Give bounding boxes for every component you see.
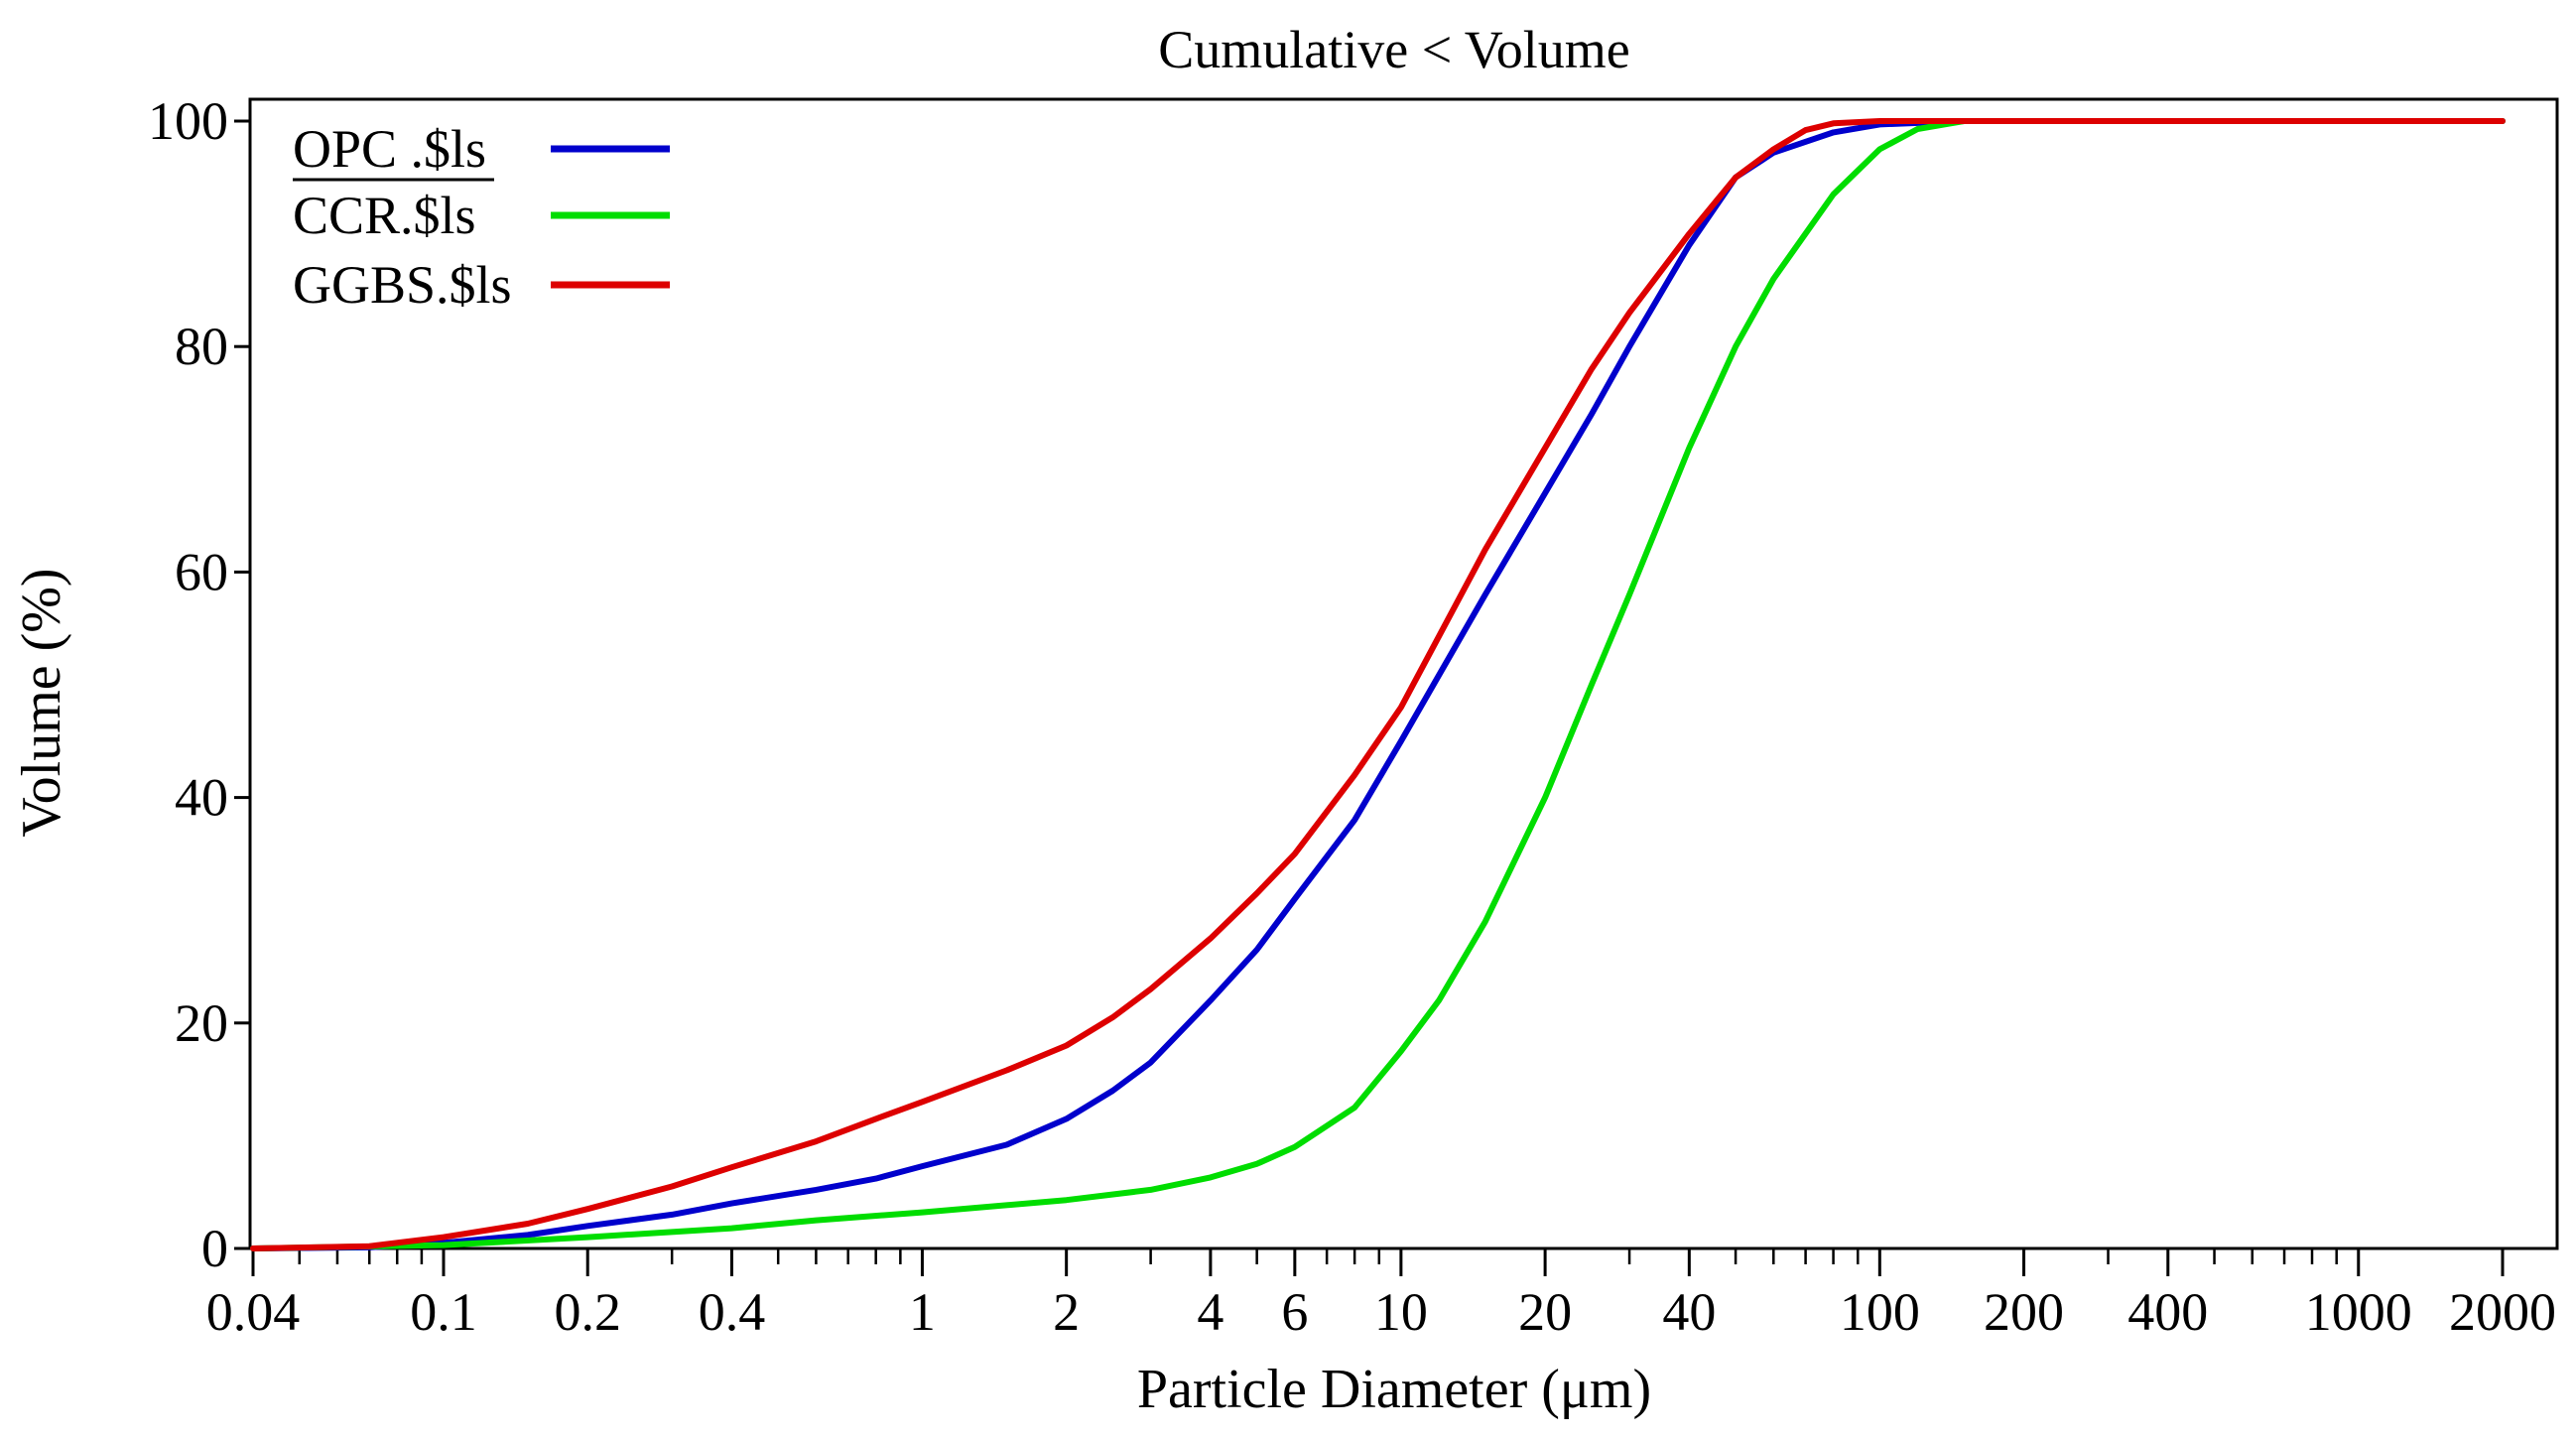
y-tick-label-80: 80 (175, 317, 228, 376)
legend: OPC .$ls CCR.$ls GGBS.$ls (293, 119, 670, 315)
x-tick-label-0.4: 0.4 (699, 1282, 766, 1342)
legend-label-1: CCR.$ls (293, 186, 476, 245)
x-tick-label-0.04: 0.04 (206, 1282, 301, 1342)
y-tick-label-0: 0 (201, 1219, 228, 1278)
x-tick-label-20: 20 (1518, 1282, 1572, 1342)
series-line-2 (250, 118, 2506, 1251)
series-layer (250, 118, 2506, 1251)
x-tick-label-0.1: 0.1 (410, 1282, 477, 1342)
x-axis-ticks: 0.04 0.1 0.2 0.4 1 2 4 6 10 20 40 100 200 400 1000 2000 (206, 1248, 2556, 1342)
x-tick-label-10: 10 (1374, 1282, 1428, 1342)
legend-label-2: GGBS.$ls (293, 255, 512, 315)
x-tick-label-2000: 2000 (2449, 1282, 2556, 1342)
x-tick-label-1000: 1000 (2305, 1282, 2412, 1342)
y-tick-label-60: 60 (175, 542, 228, 601)
x-tick-label-4: 4 (1197, 1282, 1224, 1342)
series-line-0 (250, 118, 2506, 1251)
y-axis-title: Volume (%) (11, 568, 72, 837)
x-tick-label-100: 100 (1840, 1282, 1920, 1342)
x-tick-label-0.2: 0.2 (554, 1282, 621, 1342)
plot-frame (248, 97, 2559, 1250)
chart-title: Cumulative < Volume (1158, 20, 1629, 79)
x-tick-label-2: 2 (1053, 1282, 1080, 1342)
x-tick-label-6: 6 (1281, 1282, 1308, 1342)
x-axis-title: Particle Diameter (μm) (1137, 1359, 1651, 1420)
legend-label-0: OPC .$ls (293, 119, 486, 179)
x-tick-label-200: 200 (1984, 1282, 2064, 1342)
x-tick-label-40: 40 (1662, 1282, 1716, 1342)
x-tick-label-1: 1 (909, 1282, 936, 1342)
y-tick-label-20: 20 (175, 993, 228, 1053)
x-tick-label-400: 400 (2127, 1282, 2208, 1342)
y-tick-label-100: 100 (148, 91, 228, 151)
series-line-1 (250, 118, 2506, 1251)
y-axis-ticks: 0 20 40 60 80 100 (148, 91, 250, 1278)
y-tick-label-40: 40 (175, 768, 228, 828)
